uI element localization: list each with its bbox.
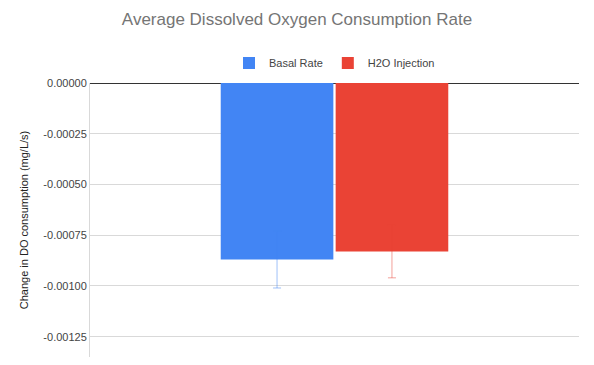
svg-text:-0.00050: -0.00050 [43, 178, 86, 190]
svg-text:Basal Rate: Basal Rate [269, 57, 323, 69]
svg-text:-0.00100: -0.00100 [43, 280, 86, 292]
svg-text:-0.00075: -0.00075 [43, 229, 86, 241]
svg-text:Change in DO consumption (mg/L: Change in DO consumption (mg/L/s) [18, 131, 30, 310]
svg-text:-0.00125: -0.00125 [43, 331, 86, 343]
svg-text:-0.00025: -0.00025 [43, 128, 86, 140]
svg-text:H2O Injection: H2O Injection [368, 57, 435, 69]
svg-text:0.00000: 0.00000 [47, 77, 87, 89]
svg-text:Average Dissolved Oxygen Consu: Average Dissolved Oxygen Consumption Rat… [122, 10, 472, 29]
